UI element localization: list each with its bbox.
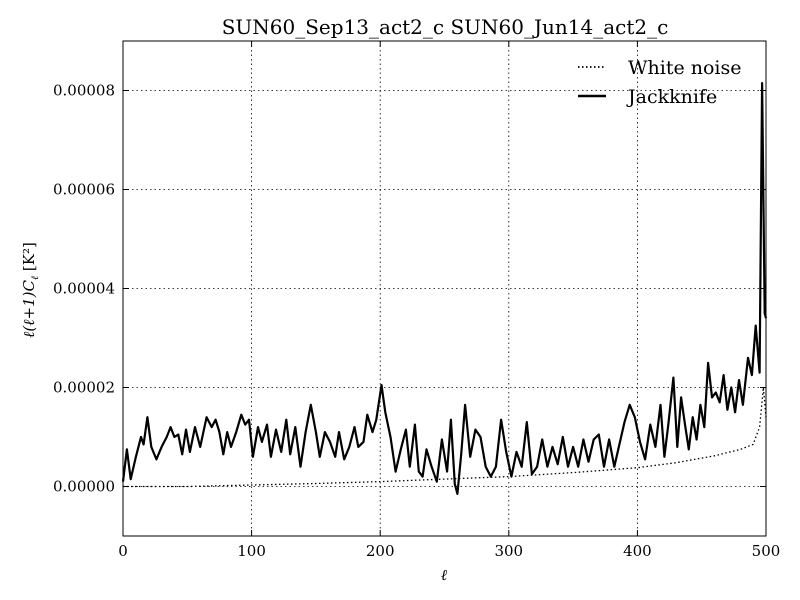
y-tick-label: 0.00008 bbox=[53, 82, 115, 100]
x-tick-labels: 0 100 200 300 400 500 bbox=[118, 542, 780, 560]
legend: White noise Jackknife bbox=[578, 57, 742, 108]
series-layer bbox=[121, 82, 768, 495]
x-tick-label: 0 bbox=[118, 542, 128, 560]
x-tick-label: 400 bbox=[623, 542, 652, 560]
y-axis-label: ℓ(ℓ+1)Cℓ [K²] bbox=[20, 242, 41, 338]
y-tick-label: 0.00006 bbox=[53, 181, 115, 199]
grid bbox=[122, 41, 767, 536]
x-axis-label: ℓ bbox=[441, 566, 447, 584]
legend-label-white-noise: White noise bbox=[628, 57, 742, 79]
x-tick-label: 200 bbox=[366, 542, 395, 560]
x-tick-label: 500 bbox=[752, 542, 781, 560]
y-tick-label: 0.00004 bbox=[53, 280, 115, 298]
chart-title: SUN60_Sep13_act2_c SUN60_Jun14_act2_c bbox=[222, 15, 669, 39]
series-line-jackknife bbox=[121, 82, 768, 495]
y-tick-label: 0.00000 bbox=[53, 478, 115, 496]
axis-ticks bbox=[122, 41, 767, 536]
series-line-white-noise bbox=[123, 386, 767, 488]
y-tick-labels: 0.00000 0.00002 0.00004 0.00006 0.00008 bbox=[53, 82, 115, 496]
x-tick-label: 100 bbox=[237, 542, 266, 560]
y-tick-label: 0.00002 bbox=[53, 379, 115, 397]
x-tick-label: 300 bbox=[494, 542, 523, 560]
legend-label-jackknife: Jackknife bbox=[626, 86, 717, 108]
